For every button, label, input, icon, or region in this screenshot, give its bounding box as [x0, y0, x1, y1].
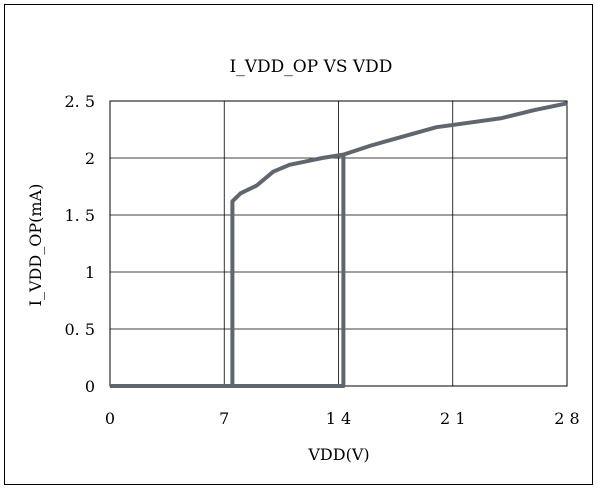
series-layer	[110, 101, 568, 388]
y-tick-label: 2	[85, 149, 95, 168]
x-tick-label: 2 8	[554, 409, 579, 428]
chart-title: I_VDD_OP VS VDD	[230, 57, 393, 77]
x-axis-label: VDD(V)	[307, 445, 369, 464]
y-tick-label: 0. 5	[64, 320, 95, 339]
x-tick-label: 1 4	[326, 409, 351, 428]
tick-labels: 0 7 1 4 2 1 2 8 0 0. 5 1 1. 5 2 2. 5	[64, 92, 579, 428]
y-axis-label: I_VDD_OP(mA)	[26, 184, 45, 307]
y-tick-label: 0	[85, 377, 95, 396]
series-line-2	[110, 154, 346, 388]
series-line-1	[110, 101, 568, 388]
chart-frame	[4, 4, 593, 485]
y-tick-label: 2. 5	[64, 92, 95, 111]
x-tick-label: 0	[105, 409, 115, 428]
x-tick-label: 7	[219, 409, 229, 428]
y-tick-label: 1. 5	[64, 206, 95, 225]
x-tick-label: 2 1	[440, 409, 465, 428]
grid-layer	[110, 101, 567, 386]
y-tick-label: 1	[85, 263, 95, 282]
